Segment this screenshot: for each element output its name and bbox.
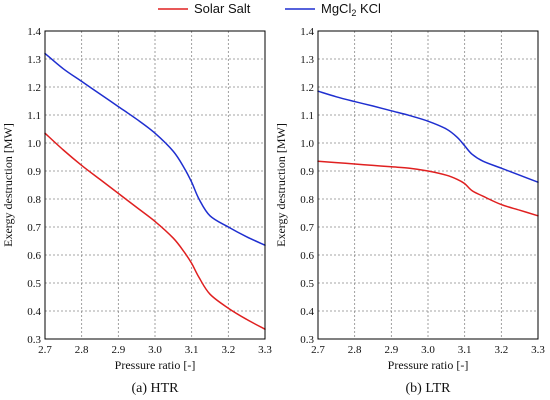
x-tick-label-htr: 3.2 [221,344,235,356]
legend-label-solar-salt: Solar Salt [194,1,251,16]
x-tick-label-ltr: 3.0 [421,344,435,356]
grid-htr [45,31,265,339]
x-axis-title-htr: Pressure ratio [-] [115,358,196,372]
legend: Solar Salt MgCl2 KCl [158,1,381,18]
y-tick-label-htr: 1.2 [27,82,41,94]
x-tick-label-ltr: 2.8 [348,344,362,356]
panel-ltr: 2.7 2.8 2.9 3.0 3.1 3.2 3.3 0.3 0.4 0.5 0.6 0.7 0.8 0… [274,26,545,396]
y-tick-label-htr: 0.6 [27,250,41,262]
x-tick-label-htr: 2.9 [111,344,125,356]
series-htr [44,52,266,330]
y-tick-label-ltr: 1.1 [300,110,314,122]
y-tick-label-ltr: 0.4 [300,306,314,318]
series-line-solar-salt-ltr [317,160,539,217]
y-tick-label-ltr: 0.5 [300,278,314,290]
x-tick-label-ltr: 3.3 [531,344,545,356]
y-tick-label-htr: 0.9 [27,166,41,178]
legend-label-mgcl2-kcl-sub: 2 [351,8,356,18]
y-axis-title-htr: Exergy destruction [MW] [1,123,15,247]
y-axis-title-ltr: Exergy destruction [MW] [274,123,288,247]
y-tick-label-ltr: 0.9 [300,166,314,178]
grid-ltr [318,31,538,339]
caption-htr: (a) HTR [131,381,179,396]
y-tick-label-ltr: 1.3 [300,54,314,66]
x-tick-label-ltr: 2.9 [384,344,398,356]
y-tick-label-htr: 1.3 [27,54,41,66]
y-tick-label-htr: 0.5 [27,278,41,290]
plot-frame-ltr [317,30,539,340]
series-ltr [317,90,539,217]
y-tick-label-ltr: 1.4 [300,26,314,38]
x-tick-label-ltr: 3.1 [458,344,472,356]
y-tick-label-ltr: 0.3 [300,334,314,346]
y-tick-label-ltr: 1.0 [300,138,314,150]
x-tick-label-ltr: 3.2 [494,344,508,356]
y-tick-label-htr: 1.4 [27,26,41,38]
plot-frame-htr [44,30,266,340]
y-tick-label-htr: 1.0 [27,138,41,150]
legend-label-mgcl2-kcl-prefix: MgCl [321,1,351,16]
y-tick-label-ltr: 1.2 [300,82,314,94]
caption-ltr: (b) LTR [406,381,452,396]
y-tick-label-htr: 0.7 [27,222,41,234]
y-tick-label-htr: 0.8 [27,194,41,206]
x-tick-label-htr: 2.7 [38,344,52,356]
ticks-ltr: 2.7 2.8 2.9 3.0 3.1 3.2 3.3 0.3 0.4 0.5 0.6 0.7 0.8 0… [300,26,545,356]
y-tick-label-ltr: 0.7 [300,222,314,234]
y-tick-label-ltr: 0.6 [300,250,314,262]
y-tick-label-htr: 0.4 [27,306,41,318]
y-tick-label-ltr: 0.8 [300,194,314,206]
panel-htr: 2.7 2.8 2.9 3.0 3.1 3.2 3.3 0.3 0.4 0.5 0.6 0.7 0.8 0… [1,26,272,396]
legend-label-mgcl2-kcl-suffix: KCl [356,1,381,16]
y-tick-label-htr: 1.1 [27,110,41,122]
x-tick-label-htr: 3.3 [258,344,272,356]
legend-label-mgcl2-kcl: MgCl2 KCl [321,1,381,18]
x-axis-title-ltr: Pressure ratio [-] [388,358,469,372]
x-tick-label-htr: 2.8 [75,344,89,356]
x-tick-label-htr: 3.1 [185,344,199,356]
x-tick-label-ltr: 2.7 [311,344,325,356]
series-line-mgcl2-kcl-ltr [317,90,539,183]
y-tick-label-htr: 0.3 [27,334,41,346]
x-tick-label-htr: 3.0 [148,344,162,356]
series-line-solar-salt-htr [44,132,266,330]
series-line-mgcl2-kcl-htr [44,52,266,246]
ticks-htr: 2.7 2.8 2.9 3.0 3.1 3.2 3.3 0.3 0.4 0.5 0.6 0.7 0.8 0… [27,26,272,356]
